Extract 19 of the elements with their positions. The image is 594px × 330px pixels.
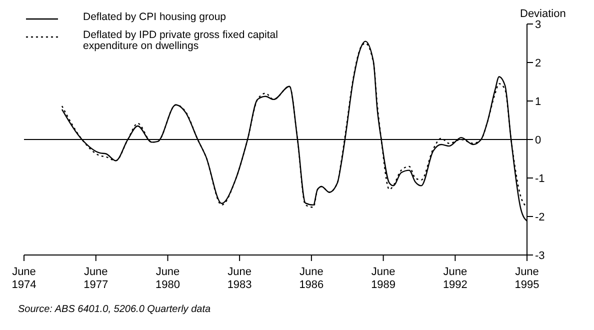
y-tick-label: 0 <box>535 134 542 146</box>
source-note: Source: ABS 6401.0, 5206.0 Quarterly data <box>18 304 211 315</box>
legend-label: Deflated by CPI housing group <box>83 11 226 23</box>
y-tick-label: -1 <box>535 172 545 185</box>
x-tick-label: June 1995 <box>514 266 540 291</box>
y-tick-label: 2 <box>535 57 542 70</box>
y-tick-label: -3 <box>535 250 545 262</box>
y-tick-label: 3 <box>535 18 542 31</box>
y-tick-label: 1 <box>535 96 542 108</box>
x-tick-label: June 1974 <box>12 266 36 291</box>
x-tick-label: June 1986 <box>299 266 324 291</box>
x-tick-label: June 1983 <box>227 266 252 291</box>
x-tick-label: June 1989 <box>371 266 396 291</box>
x-tick-label: June 1980 <box>156 266 180 291</box>
x-tick-label: June 1977 <box>84 266 108 291</box>
legend-label: Deflated by IPD private gross fixed capital expenditure on dwellings <box>83 29 279 52</box>
x-tick-label: June 1992 <box>442 266 468 291</box>
y-axis-title: Deviation <box>520 8 566 20</box>
y-tick-label: -2 <box>535 211 545 224</box>
